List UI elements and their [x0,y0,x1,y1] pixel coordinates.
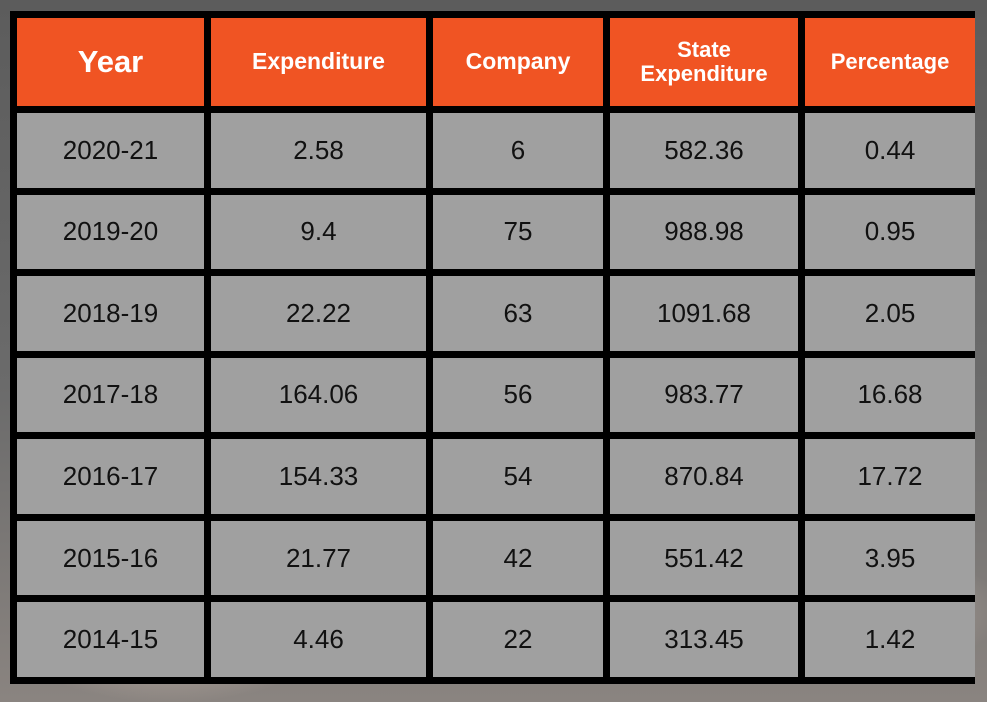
header-state-expenditure: State Expenditure [610,18,798,106]
cell-company: 22 [433,602,603,677]
cell-percentage: 17.72 [805,439,975,514]
header-company: Company [433,18,603,106]
cell-year: 2014-15 [17,602,204,677]
cell-expenditure: 9.4 [211,194,426,270]
cell-expenditure: 164.06 [211,357,426,433]
cell-company: 63 [433,276,603,351]
cell-company: 54 [433,439,603,514]
table-row: 2017-18 164.06 56 983.77 16.68 [17,357,975,433]
cell-state-expenditure: 313.45 [610,602,798,677]
cell-percentage: 3.95 [805,520,975,596]
cell-year: 2015-16 [17,520,204,596]
cell-percentage: 0.44 [805,113,975,188]
data-table: Year Expenditure Company State Expenditu… [10,11,982,684]
cell-expenditure: 21.77 [211,520,426,596]
header-year: Year [17,18,204,106]
cell-state-expenditure: 582.36 [610,113,798,188]
header-expenditure: Expenditure [211,18,426,106]
cell-company: 75 [433,194,603,270]
cell-expenditure: 22.22 [211,276,426,351]
cell-state-expenditure: 983.77 [610,357,798,433]
cell-state-expenditure: 870.84 [610,439,798,514]
cell-percentage: 16.68 [805,357,975,433]
cell-year: 2019-20 [17,194,204,270]
cell-year: 2017-18 [17,357,204,433]
table-row: 2016-17 154.33 54 870.84 17.72 [17,439,975,514]
table-row: 2020-21 2.58 6 582.36 0.44 [17,113,975,188]
table-row: 2014-15 4.46 22 313.45 1.42 [17,602,975,677]
data-table-container: Year Expenditure Company State Expenditu… [10,11,975,684]
cell-year: 2020-21 [17,113,204,188]
cell-state-expenditure: 1091.68 [610,276,798,351]
cell-company: 42 [433,520,603,596]
cell-year: 2016-17 [17,439,204,514]
cell-expenditure: 154.33 [211,439,426,514]
table-header-row: Year Expenditure Company State Expenditu… [17,18,975,106]
cell-percentage: 0.95 [805,194,975,270]
cell-company: 6 [433,113,603,188]
cell-percentage: 1.42 [805,602,975,677]
cell-state-expenditure: 551.42 [610,520,798,596]
cell-year: 2018-19 [17,276,204,351]
cell-expenditure: 2.58 [211,113,426,188]
cell-percentage: 2.05 [805,276,975,351]
cell-state-expenditure: 988.98 [610,194,798,270]
table-row: 2018-19 22.22 63 1091.68 2.05 [17,276,975,351]
header-percentage: Percentage [805,18,975,106]
cell-company: 56 [433,357,603,433]
table-row: 2019-20 9.4 75 988.98 0.95 [17,194,975,270]
cell-expenditure: 4.46 [211,602,426,677]
table-row: 2015-16 21.77 42 551.42 3.95 [17,520,975,596]
